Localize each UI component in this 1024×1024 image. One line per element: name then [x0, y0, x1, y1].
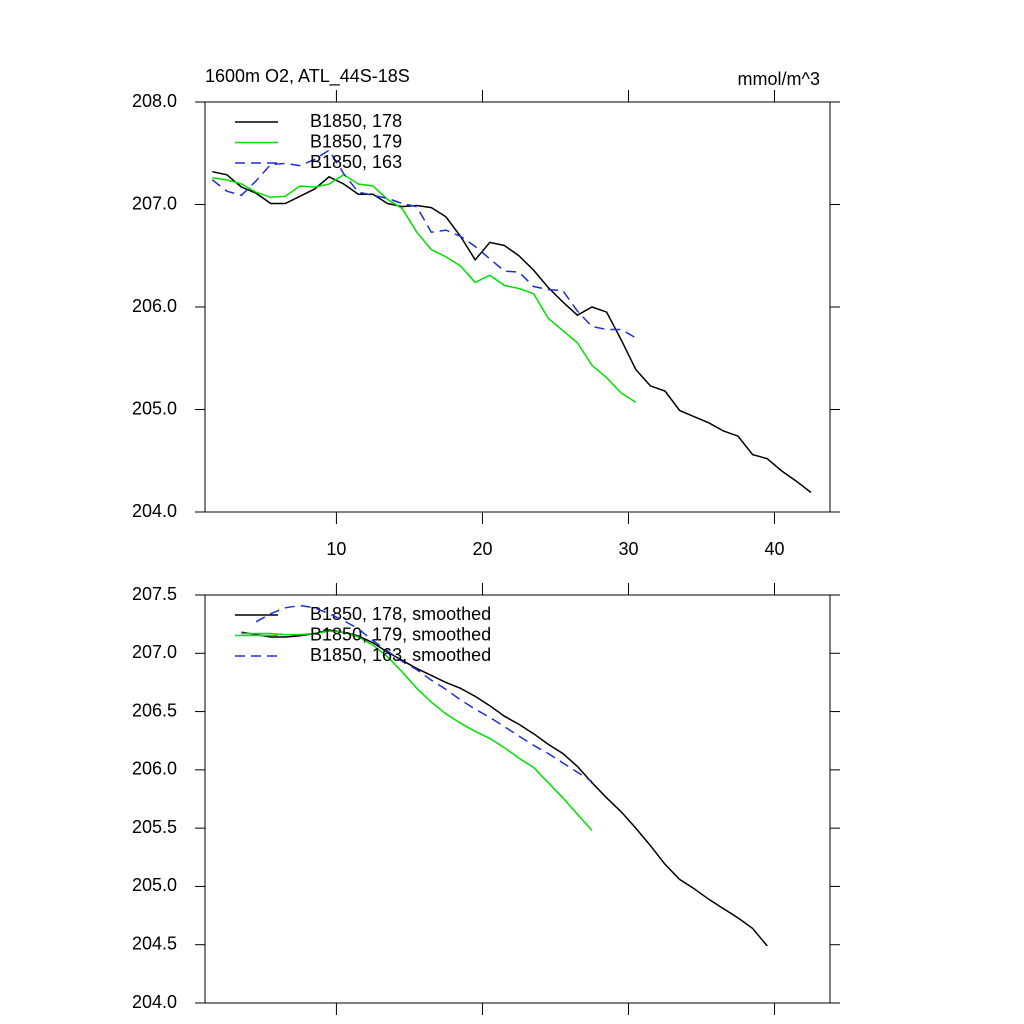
y-tick-label: 205.0 [132, 398, 177, 418]
x-tick-label: 10 [326, 539, 346, 559]
legend-label: B1850, 163 [310, 152, 402, 172]
units-label: mmol/m^3 [738, 69, 820, 89]
y-tick-label: 204.5 [132, 933, 177, 953]
x-tick-label: 30 [618, 539, 638, 559]
chart-title: 1600m O2, ATL_44S-18S [205, 66, 410, 87]
legend-label: B1850, 163, smoothed [310, 645, 491, 665]
x-tick-label: 40 [764, 539, 784, 559]
legend-label: B1850, 178, smoothed [310, 604, 491, 624]
y-tick-label: 207.0 [132, 642, 177, 662]
y-tick-label: 205.0 [132, 875, 177, 895]
y-tick-label: 204.0 [132, 992, 177, 1012]
series-line [211, 149, 637, 339]
legend-label: B1850, 179, smoothed [310, 624, 491, 644]
y-tick-label: 205.5 [132, 817, 177, 837]
x-tick-label: 20 [472, 539, 492, 559]
y-tick-label: 207.5 [132, 584, 177, 604]
series-line [255, 604, 593, 783]
legend-label: B1850, 179 [310, 131, 402, 151]
y-tick-label: 206.0 [132, 296, 177, 316]
y-tick-label: 206.5 [132, 700, 177, 720]
y-tick-label: 208.0 [132, 91, 177, 111]
series-line [241, 630, 593, 832]
series-line [212, 173, 637, 403]
legend-label: B1850, 178 [310, 111, 402, 131]
plot-frame [204, 101, 831, 513]
series-line [241, 629, 768, 947]
plot-frame [204, 594, 831, 1004]
y-tick-label: 207.0 [132, 193, 177, 213]
y-tick-label: 204.0 [132, 501, 177, 521]
y-tick-label: 206.0 [132, 759, 177, 779]
series-line [212, 170, 812, 494]
